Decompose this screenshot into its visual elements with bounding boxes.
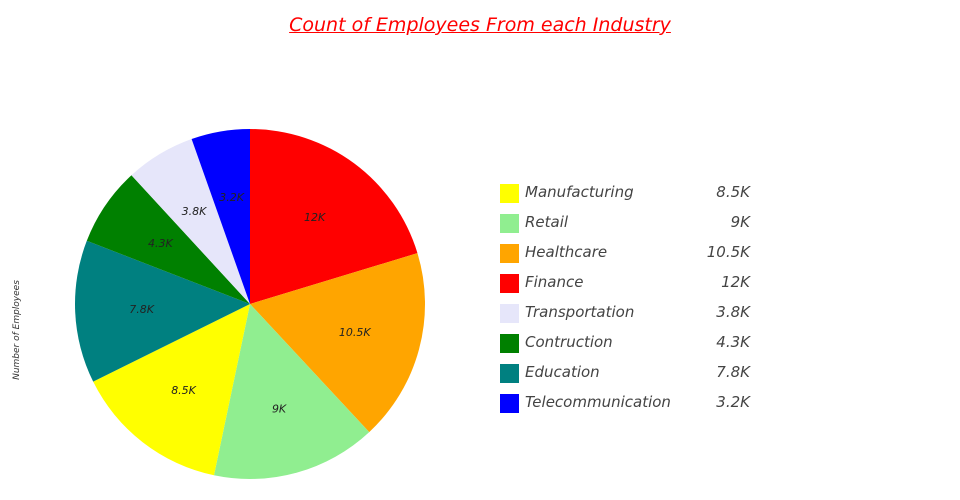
pie-slice-telecommunication[interactable]: [191, 129, 250, 304]
legend-item-finance[interactable]: Finance 12K: [499, 269, 759, 299]
slice-label-telecommunication: 3.2K: [219, 191, 244, 204]
legend-label: Healthcare: [525, 243, 608, 261]
pie-slice-contruction[interactable]: [86, 175, 250, 304]
legend-value: 8.5K: [716, 183, 750, 201]
legend-value: 4.3K: [716, 333, 750, 351]
legend-swatch: [500, 214, 519, 233]
legend-item-retail[interactable]: Retail 9K: [499, 209, 759, 239]
slice-label-contruction: 4.3K: [148, 237, 173, 250]
chart-title: Count of Employees From each Industry: [289, 14, 671, 36]
pie-slice-manufacturing[interactable]: [93, 304, 251, 476]
legend: Manufacturing 8.5K Retail 9K Healthcare 10.5K…: [499, 179, 759, 419]
pie-slices: [75, 129, 425, 479]
legend-item-transportation[interactable]: Transportation 3.8K: [499, 299, 759, 329]
pie-slice-labels: 12K 10.5K 9K 8.5K 7.8K 4.3K 3.8K 3.2K: [129, 191, 371, 415]
legend-swatch: [500, 364, 519, 383]
pie-slice-education[interactable]: [75, 240, 251, 382]
legend-value: 12K: [721, 273, 750, 291]
legend-swatch: [500, 274, 519, 293]
slice-label-transportation: 3.8K: [182, 205, 207, 218]
pie-slice-retail[interactable]: [213, 304, 370, 479]
legend-label: Transportation: [525, 303, 635, 321]
pie-slice-healthcare[interactable]: [250, 253, 425, 433]
legend-swatch: [500, 334, 519, 353]
legend-value: 10.5K: [706, 243, 750, 261]
legend-item-telecommunication[interactable]: Telecommunication 3.2K: [499, 389, 759, 419]
legend-label: Education: [525, 363, 600, 381]
legend-swatch: [500, 184, 519, 203]
legend-swatch: [500, 304, 519, 323]
slice-label-healthcare: 10.5K: [339, 326, 371, 339]
legend-label: Manufacturing: [525, 183, 634, 201]
legend-label: Finance: [525, 273, 584, 291]
legend-label: Retail: [525, 213, 569, 231]
legend-label: Telecommunication: [525, 393, 671, 411]
legend-swatch: [500, 394, 519, 413]
slice-label-finance: 12K: [304, 211, 326, 224]
legend-label: Contruction: [525, 333, 613, 351]
legend-item-contruction[interactable]: Contruction 4.3K: [499, 329, 759, 359]
legend-value: 3.2K: [716, 393, 750, 411]
pie-slice-transportation[interactable]: [131, 139, 250, 304]
legend-swatch: [500, 244, 519, 263]
slice-label-retail: 9K: [272, 403, 287, 416]
pie-slice-finance[interactable]: [250, 129, 418, 304]
slice-label-education: 7.8K: [129, 303, 154, 316]
legend-item-manufacturing[interactable]: Manufacturing 8.5K: [499, 179, 759, 209]
legend-value: 7.8K: [716, 363, 750, 381]
legend-item-healthcare[interactable]: Healthcare 10.5K: [499, 239, 759, 269]
legend-value: 9K: [730, 213, 750, 231]
legend-item-education[interactable]: Education 7.8K: [499, 359, 759, 389]
slice-label-manufacturing: 8.5K: [171, 384, 196, 397]
legend-value: 3.8K: [716, 303, 750, 321]
